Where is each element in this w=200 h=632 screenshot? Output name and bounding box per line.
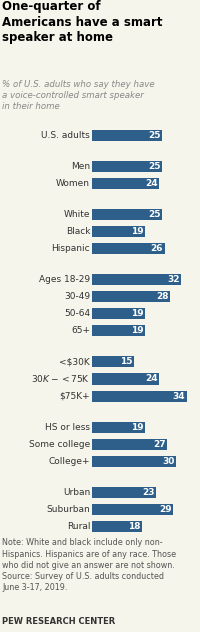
Text: % of U.S. adults who say they have
a voice-controlled smart speaker
in their hom: % of U.S. adults who say they have a voi… xyxy=(2,80,155,111)
Bar xyxy=(92,439,167,450)
Text: 19: 19 xyxy=(131,326,144,336)
Bar xyxy=(92,130,162,141)
Text: 19: 19 xyxy=(131,227,144,236)
Text: $75K+: $75K+ xyxy=(60,392,90,401)
Text: Women: Women xyxy=(56,179,90,188)
Text: 25: 25 xyxy=(148,210,160,219)
Text: Urban: Urban xyxy=(63,488,90,497)
Text: U.S. adults: U.S. adults xyxy=(41,131,90,140)
Text: HS or less: HS or less xyxy=(45,423,90,432)
Bar xyxy=(92,422,145,433)
Text: 18: 18 xyxy=(128,522,141,531)
Text: Rural: Rural xyxy=(67,522,90,531)
Text: 30: 30 xyxy=(162,457,174,466)
Text: 25: 25 xyxy=(148,131,160,140)
Text: 32: 32 xyxy=(167,275,180,284)
Bar xyxy=(92,291,170,302)
Bar xyxy=(92,161,162,172)
Text: Men: Men xyxy=(71,162,90,171)
Text: 28: 28 xyxy=(156,292,169,301)
Text: 27: 27 xyxy=(153,440,166,449)
Text: Suburban: Suburban xyxy=(46,505,90,514)
Text: 50-64: 50-64 xyxy=(64,309,90,319)
Text: 15: 15 xyxy=(120,358,132,367)
Text: White: White xyxy=(64,210,90,219)
Text: 26: 26 xyxy=(151,244,163,253)
Text: PEW RESEARCH CENTER: PEW RESEARCH CENTER xyxy=(2,617,115,626)
Text: 24: 24 xyxy=(145,179,158,188)
Text: 34: 34 xyxy=(173,392,185,401)
Bar xyxy=(92,521,142,532)
Text: 25: 25 xyxy=(148,162,160,171)
Bar xyxy=(92,274,181,285)
Bar xyxy=(92,504,173,515)
Text: 30-49: 30-49 xyxy=(64,292,90,301)
Bar xyxy=(92,243,165,254)
Text: Ages 18-29: Ages 18-29 xyxy=(39,275,90,284)
Text: Some college: Some college xyxy=(29,440,90,449)
Text: 19: 19 xyxy=(131,423,144,432)
Text: 29: 29 xyxy=(159,505,172,514)
Text: Black: Black xyxy=(66,227,90,236)
Text: $30K-<$75K: $30K-<$75K xyxy=(31,374,90,384)
Bar xyxy=(92,391,187,401)
Text: 19: 19 xyxy=(131,309,144,319)
Text: One-quarter of
Americans have a smart
speaker at home: One-quarter of Americans have a smart sp… xyxy=(2,0,162,44)
Text: Hispanic: Hispanic xyxy=(52,244,90,253)
Text: Note: White and black include only non-
Hispanics. Hispanics are of any race. Th: Note: White and black include only non- … xyxy=(2,538,176,592)
Bar xyxy=(92,325,145,336)
Bar xyxy=(92,308,145,319)
Bar xyxy=(92,226,145,237)
Bar xyxy=(92,178,159,189)
Bar xyxy=(92,456,176,467)
Bar xyxy=(92,374,159,384)
Bar xyxy=(92,356,134,367)
Bar xyxy=(92,487,156,498)
Text: College+: College+ xyxy=(49,457,90,466)
Text: 23: 23 xyxy=(142,488,155,497)
Bar xyxy=(92,209,162,220)
Text: 24: 24 xyxy=(145,375,158,384)
Text: <$30K: <$30K xyxy=(59,358,90,367)
Text: 65+: 65+ xyxy=(71,326,90,336)
